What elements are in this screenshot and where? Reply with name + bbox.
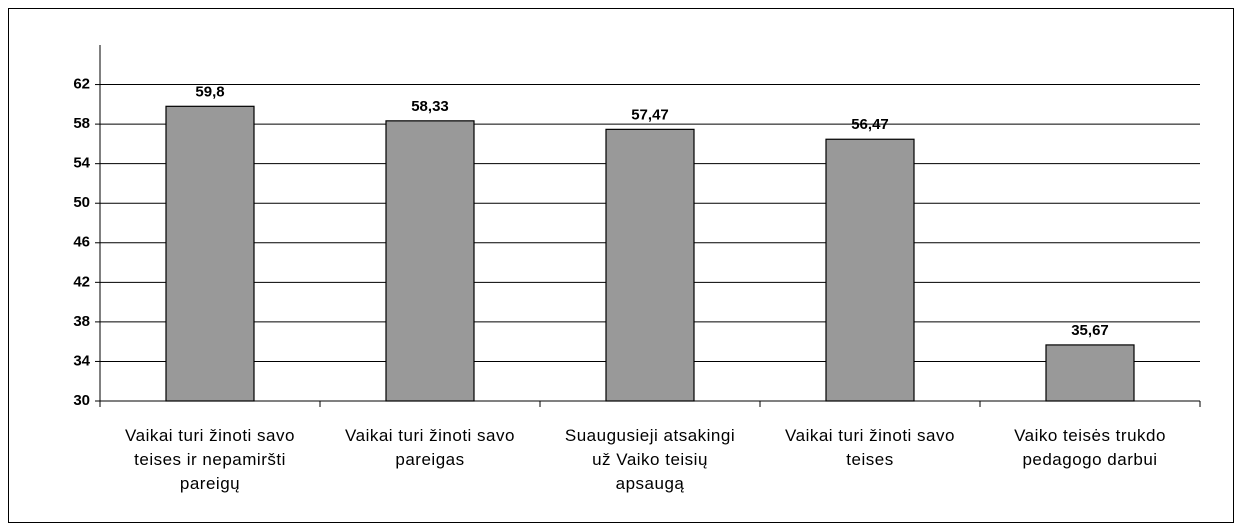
y-tick-label: 46 <box>73 234 90 251</box>
value-label: 58,33 <box>411 98 449 115</box>
x-tick-label: Vaiko teisės trukdo pedagogo darbui <box>1014 426 1166 469</box>
bar <box>1045 344 1135 402</box>
x-tick-label: Suaugusieji atsakingi už Vaiko teisių ap… <box>564 426 736 493</box>
bar <box>385 120 475 402</box>
bar <box>165 105 255 402</box>
y-tick-label: 50 <box>73 194 90 211</box>
y-tick-label: 30 <box>73 392 90 409</box>
value-label: 35,67 <box>1071 322 1109 339</box>
value-label: 59,8 <box>195 83 224 100</box>
value-label: 57,47 <box>631 106 669 123</box>
y-tick-label: 38 <box>73 313 90 330</box>
x-tick-label: Vaikai turi žinoti savo pareigas <box>345 426 515 469</box>
bar <box>825 138 915 402</box>
y-tick-label: 42 <box>73 273 90 290</box>
y-tick-label: 62 <box>73 76 90 93</box>
value-label: 56,47 <box>851 116 889 133</box>
y-tick-label: 34 <box>73 352 90 369</box>
y-tick-label: 54 <box>73 155 90 172</box>
x-tick-label: Vaikai turi žinoti savo teises ir nepami… <box>125 426 295 493</box>
chart-border <box>8 8 1234 523</box>
x-tick-label: Vaikai turi žinoti savo teises <box>785 426 955 469</box>
bar <box>605 128 695 402</box>
y-tick-label: 58 <box>73 115 90 132</box>
